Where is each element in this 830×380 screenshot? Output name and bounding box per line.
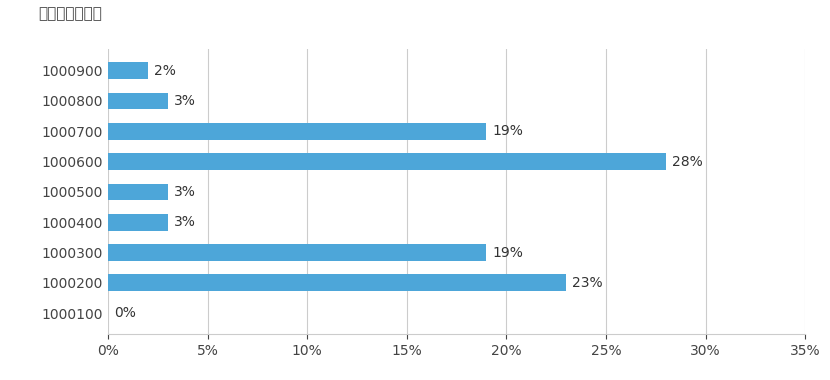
Text: （運用コース）: （運用コース） [38, 6, 102, 21]
Bar [108, 153, 666, 170]
Text: 0%: 0% [114, 306, 136, 320]
Bar [108, 244, 486, 261]
Bar [108, 93, 168, 109]
Text: 19%: 19% [492, 245, 523, 260]
Text: 3%: 3% [173, 94, 196, 108]
Text: 3%: 3% [173, 215, 196, 229]
Bar [108, 62, 148, 79]
Bar [108, 274, 566, 291]
Text: 3%: 3% [173, 185, 196, 199]
Text: 28%: 28% [671, 155, 702, 169]
Text: 19%: 19% [492, 124, 523, 138]
Text: 2%: 2% [154, 64, 176, 78]
Bar [108, 214, 168, 231]
Bar [108, 184, 168, 200]
Text: 23%: 23% [572, 276, 603, 290]
Bar [108, 123, 486, 139]
